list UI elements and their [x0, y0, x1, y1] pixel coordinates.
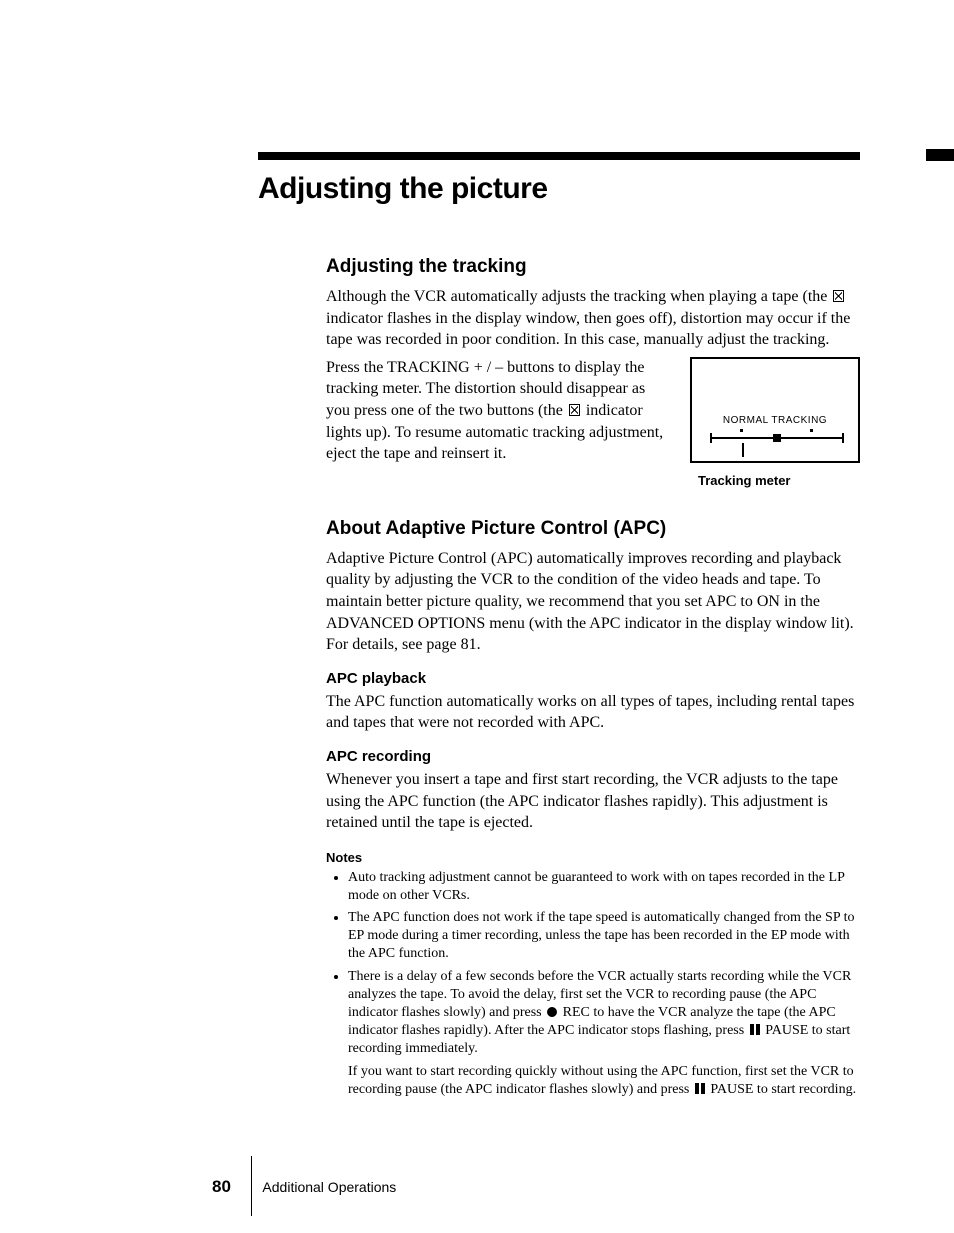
- pause-icon: [695, 1083, 705, 1094]
- manual-page: Adjusting the picture Adjusting the trac…: [0, 0, 954, 1233]
- text: Although the VCR automatically adjusts t…: [326, 288, 831, 305]
- meter-tick-right: [842, 433, 844, 443]
- tracking-meter-caption: Tracking meter: [698, 473, 860, 488]
- text: PAUSE to start recording.: [707, 1082, 856, 1097]
- footer-section-name: Additional Operations: [262, 1179, 396, 1195]
- page-number: 80: [212, 1177, 241, 1197]
- page-footer: 80 Additional Operations: [212, 1158, 396, 1216]
- tracking-meter-box: NORMAL TRACKING: [690, 357, 860, 463]
- page-content: Adjusting the tracking Although the VCR …: [326, 256, 860, 1103]
- meter-dot: [810, 429, 813, 432]
- meter-dot: [740, 429, 743, 432]
- meter-stem: [742, 443, 744, 457]
- list-item: There is a delay of a few seconds before…: [348, 968, 860, 1059]
- tracking-press-paragraph: Press the TRACKING + / – buttons to disp…: [326, 357, 664, 471]
- notes-list: Auto tracking adjustment cannot be guara…: [326, 869, 860, 1099]
- pause-icon: [750, 1024, 760, 1035]
- list-item: If you want to start recording quickly w…: [348, 1063, 860, 1099]
- meter-tick-left: [710, 433, 712, 443]
- tracking-meter-label: NORMAL TRACKING: [692, 415, 858, 426]
- apc-intro: Adaptive Picture Control (APC) automatic…: [326, 548, 860, 656]
- tracking-meter-bar: [710, 433, 844, 445]
- heading-apc-recording: APC recording: [326, 748, 860, 765]
- apc-recording-text: Whenever you insert a tape and first sta…: [326, 769, 860, 834]
- heading-adjust-tracking: Adjusting the tracking: [326, 256, 860, 278]
- tracking-figure: NORMAL TRACKING Tracking meter: [690, 357, 860, 488]
- top-rule: [258, 152, 860, 160]
- tracking-indicator-icon: [833, 290, 844, 302]
- heading-notes: Notes: [326, 850, 860, 865]
- tracking-press: Press the TRACKING + / – buttons to disp…: [326, 357, 664, 465]
- list-item: The APC function does not work if the ta…: [348, 909, 860, 964]
- record-icon: [547, 1007, 557, 1017]
- tracking-row: Press the TRACKING + / – buttons to disp…: [326, 357, 860, 488]
- list-item: Auto tracking adjustment cannot be guara…: [348, 869, 860, 905]
- page-title: Adjusting the picture: [258, 172, 548, 206]
- heading-apc: About Adaptive Picture Control (APC): [326, 518, 860, 540]
- edge-thumb-mark: [926, 149, 954, 161]
- footer-divider: [251, 1156, 253, 1216]
- text: indicator flashes in the display window,…: [326, 310, 850, 349]
- tracking-indicator-icon: [569, 404, 580, 416]
- heading-apc-playback: APC playback: [326, 670, 860, 687]
- meter-cursor: [773, 434, 781, 442]
- tracking-intro: Although the VCR automatically adjusts t…: [326, 286, 860, 351]
- apc-playback-text: The APC function automatically works on …: [326, 691, 860, 734]
